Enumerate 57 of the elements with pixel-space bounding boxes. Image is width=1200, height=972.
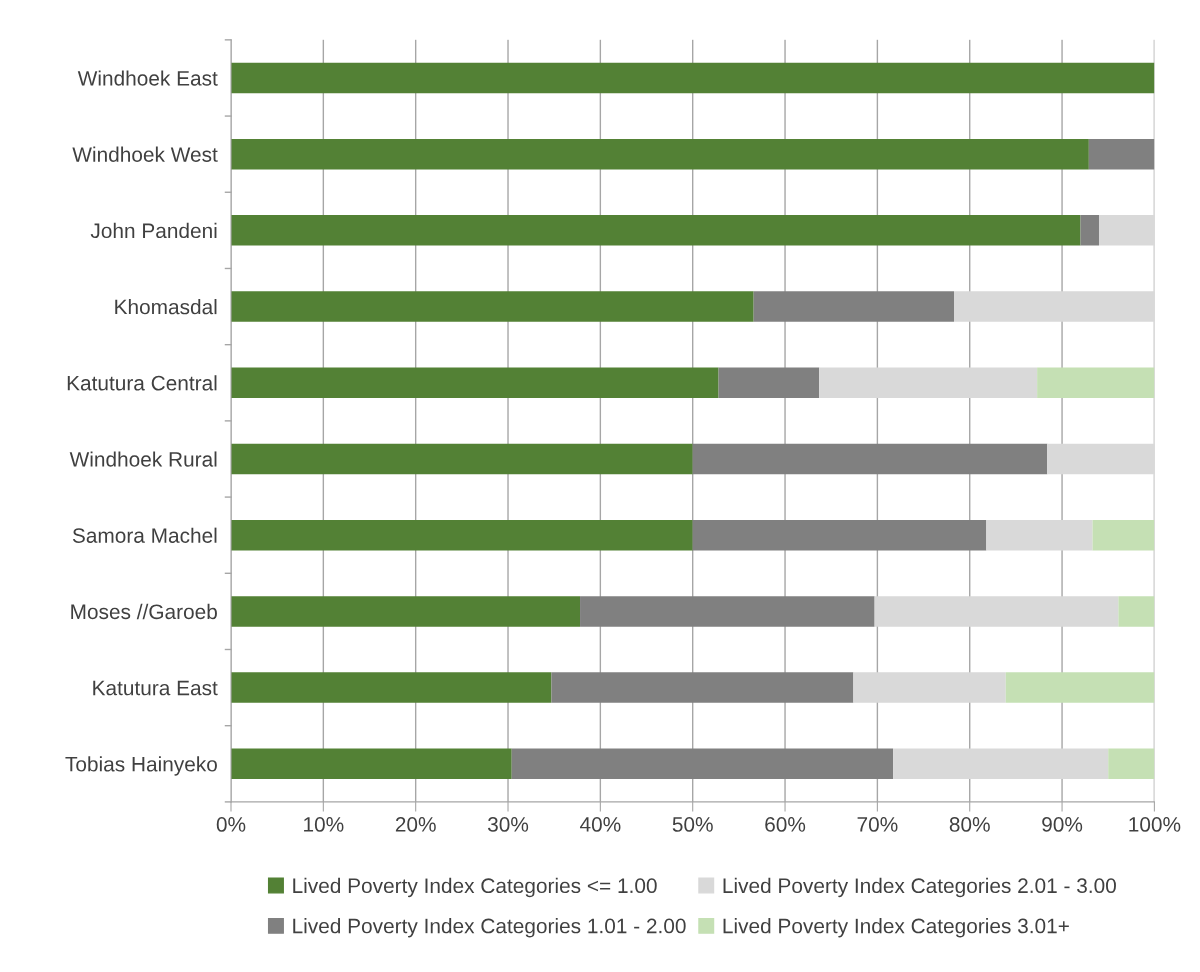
x-tick-label: 90%: [1042, 817, 1083, 832]
legend-label: Lived Poverty Index Categories 1.01 - 2.00: [293, 918, 686, 938]
y-tick-label: Windhoek West: [72, 146, 218, 162]
bar: [231, 519, 693, 551]
bar: [954, 291, 1155, 322]
x-tick-label: 10%: [304, 817, 344, 832]
bar: [511, 748, 894, 780]
y-tick-label: John Pandeni: [90, 222, 217, 239]
bar: [1088, 138, 1155, 170]
bar: [753, 291, 955, 322]
bar: [819, 367, 1038, 399]
x-tick-label: 40%: [579, 817, 621, 832]
bar: [692, 443, 1048, 475]
bar: [1047, 443, 1155, 475]
legend-label: Lived Poverty Index Categories 2.01 - 3.00: [723, 877, 1116, 898]
bar: [1099, 215, 1155, 246]
x-tick-label: 70%: [857, 817, 898, 832]
y-tick-label: Samora Machel: [72, 527, 217, 543]
bar: [893, 748, 1109, 780]
bar: [231, 672, 552, 703]
x-tick-label: 80%: [949, 817, 990, 832]
bar: [580, 596, 875, 627]
bar: [1080, 215, 1099, 246]
legend-label: Lived Poverty Index Categories <= 1.00: [293, 877, 657, 898]
bar: [1092, 519, 1155, 551]
legend-label: Lived Poverty Index Categories 3.01+: [723, 918, 1069, 938]
y-tick-label: Windhoek East: [77, 70, 218, 86]
y-tick-label: Tobias Hainyeko: [65, 756, 217, 776]
x-tick-label: 60%: [765, 817, 806, 832]
bar: [231, 138, 1089, 170]
x-tick-label: 0%: [216, 817, 246, 832]
bar: [1118, 596, 1155, 627]
bar: [231, 62, 1155, 94]
y-tick-label: Windhoek Rural: [69, 451, 217, 467]
bar: [231, 367, 719, 399]
x-tick-label: 30%: [487, 817, 529, 832]
bar: [853, 672, 1006, 703]
bar: [231, 215, 1081, 246]
x-tick-label: 20%: [395, 817, 436, 832]
y-tick-label: Katutura Central: [67, 375, 217, 391]
x-tick-label: 50%: [672, 817, 713, 832]
bar: [718, 367, 820, 399]
bar: [1108, 748, 1155, 780]
bar: [231, 291, 754, 322]
bar: [874, 596, 1119, 627]
bar: [1037, 367, 1155, 399]
y-tick-label: Katutura East: [93, 680, 218, 696]
y-tick-label: Moses //Garoeb: [71, 603, 217, 620]
bar: [231, 596, 581, 627]
bar: [231, 748, 512, 780]
bar: [986, 519, 1093, 551]
bar: [551, 672, 854, 703]
x-tick-label: 100%: [1129, 817, 1181, 832]
y-tick-label: Khomasdal: [115, 299, 217, 315]
bar: [692, 519, 987, 551]
bar: [1005, 672, 1155, 703]
bar: [231, 443, 693, 475]
